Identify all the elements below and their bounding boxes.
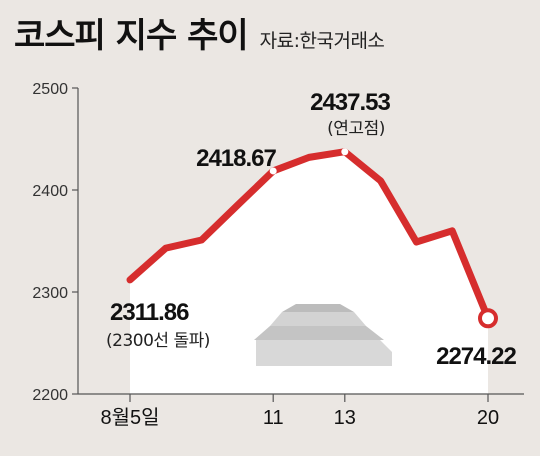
data-label: 2418.67 [196,145,276,172]
y-tick-label: 2400 [32,183,68,200]
x-tick-label: 13 [334,407,356,429]
title-block: 코스피 지수 추이 자료:한국거래소 [14,8,385,57]
chart-source: 자료:한국거래소 [259,30,385,52]
data-label: 2437.53 [310,89,390,116]
data-label-note: (2300선 돌파) [106,331,210,351]
x-tick-label: 8월5일 [100,406,159,429]
series-line [126,148,492,322]
end-marker [478,308,498,329]
x-tick-label: 20 [477,407,499,429]
x-tick-label: 11 [263,407,284,429]
marker-group [269,148,498,329]
data-label-note: (연고점) [327,119,385,139]
series-line-group [126,148,492,322]
decoration-icon [254,304,392,366]
callout-group: 2311.86 (2300선 돌파) 2418.67 2437.53 (연고점) 2274… [106,89,518,370]
axes: 2200 2300 2400 2500 8월5일 11 13 20 [32,81,524,429]
point-marker [341,148,349,156]
data-label: 2274.22 [436,343,516,370]
y-tick-label: 2500 [32,81,68,98]
point-marker [269,167,277,175]
y-tick-label: 2300 [32,285,68,302]
data-label: 2311.86 [110,299,189,326]
chart-title: 코스피 지수 추이 [14,16,249,56]
y-tick-label: 2200 [32,387,68,404]
